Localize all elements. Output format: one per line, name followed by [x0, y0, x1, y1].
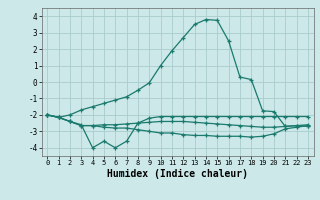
X-axis label: Humidex (Indice chaleur): Humidex (Indice chaleur) — [107, 169, 248, 179]
